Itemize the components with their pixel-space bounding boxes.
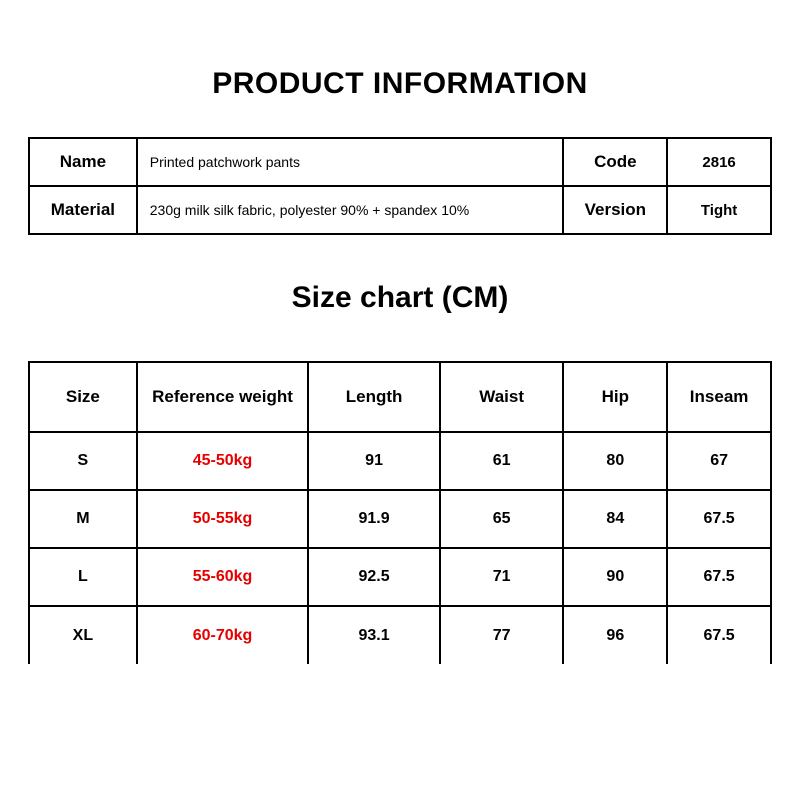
col-size: Size <box>29 362 137 432</box>
col-waist: Waist <box>440 362 564 432</box>
cell-hip: 84 <box>563 490 667 548</box>
name-label: Name <box>29 138 137 186</box>
cell-size: L <box>29 548 137 606</box>
material-value: 230g milk silk fabric, polyester 90% + s… <box>137 186 564 234</box>
product-info-table: PRODUCT INFORMATION Name Printed patchwo… <box>28 30 772 664</box>
table-row: XL 60-70kg 93.1 77 96 67.5 <box>29 606 771 664</box>
cell-length: 93.1 <box>308 606 440 664</box>
cell-inseam: 67.5 <box>667 606 771 664</box>
cell-weight: 60-70kg <box>137 606 309 664</box>
cell-inseam: 67.5 <box>667 490 771 548</box>
cell-length: 92.5 <box>308 548 440 606</box>
table-row: L 55-60kg 92.5 71 90 67.5 <box>29 548 771 606</box>
cell-hip: 90 <box>563 548 667 606</box>
name-value: Printed patchwork pants <box>137 138 564 186</box>
cell-hip: 80 <box>563 432 667 490</box>
cell-length: 91 <box>308 432 440 490</box>
cell-inseam: 67.5 <box>667 548 771 606</box>
version-value: Tight <box>667 186 771 234</box>
cell-length: 91.9 <box>308 490 440 548</box>
cell-weight: 45-50kg <box>137 432 309 490</box>
cell-size: M <box>29 490 137 548</box>
col-inseam: Inseam <box>667 362 771 432</box>
cell-size: XL <box>29 606 137 664</box>
col-hip: Hip <box>563 362 667 432</box>
table-row: S 45-50kg 91 61 80 67 <box>29 432 771 490</box>
cell-weight: 55-60kg <box>137 548 309 606</box>
col-reference-weight: Reference weight <box>137 362 309 432</box>
cell-hip: 96 <box>563 606 667 664</box>
info-row-material: Material 230g milk silk fabric, polyeste… <box>29 186 771 234</box>
code-value: 2816 <box>667 138 771 186</box>
size-header-row: Size Reference weight Length Waist Hip I… <box>29 362 771 432</box>
size-chart-title: Size chart (CM) <box>29 234 771 362</box>
cell-waist: 71 <box>440 548 564 606</box>
material-label: Material <box>29 186 137 234</box>
cell-waist: 65 <box>440 490 564 548</box>
cell-weight: 50-55kg <box>137 490 309 548</box>
cell-inseam: 67 <box>667 432 771 490</box>
info-row-name: Name Printed patchwork pants Code 2816 <box>29 138 771 186</box>
version-label: Version <box>563 186 667 234</box>
product-info-container: PRODUCT INFORMATION Name Printed patchwo… <box>28 0 772 664</box>
table-row: M 50-55kg 91.9 65 84 67.5 <box>29 490 771 548</box>
col-length: Length <box>308 362 440 432</box>
code-label: Code <box>563 138 667 186</box>
cell-size: S <box>29 432 137 490</box>
cell-waist: 77 <box>440 606 564 664</box>
cell-waist: 61 <box>440 432 564 490</box>
page-title: PRODUCT INFORMATION <box>29 30 771 138</box>
